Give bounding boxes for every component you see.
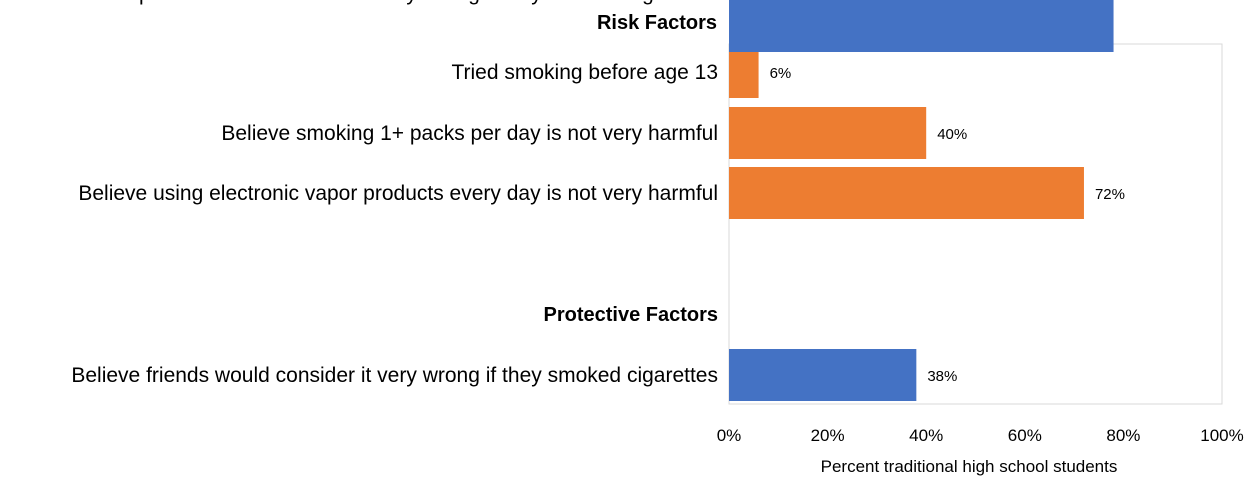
bar bbox=[729, 107, 927, 159]
bar bbox=[729, 0, 1114, 52]
x-tick-label: 40% bbox=[909, 426, 943, 445]
data-label: 78% bbox=[1125, 0, 1155, 4]
data-label: 40% bbox=[937, 126, 967, 143]
data-label: 38% bbox=[927, 368, 957, 385]
data-label: 6% bbox=[770, 65, 792, 82]
x-tick-label: 60% bbox=[1008, 426, 1042, 445]
x-tick-label: 20% bbox=[811, 426, 845, 445]
bar bbox=[729, 349, 917, 401]
x-tick-label: 0% bbox=[717, 426, 742, 445]
x-tick-label: 100% bbox=[1200, 426, 1243, 445]
bar bbox=[729, 167, 1084, 219]
category-label: Believe friends would consider it very w… bbox=[71, 364, 718, 387]
bar bbox=[729, 46, 759, 98]
category-label: Tried smoking before age 13 bbox=[451, 61, 718, 84]
category-label: Believe smoking 1+ packs per day is not … bbox=[221, 122, 718, 145]
section-title: Risk Factors bbox=[597, 12, 717, 34]
x-tick-label: 80% bbox=[1106, 426, 1140, 445]
data-label: 72% bbox=[1095, 186, 1125, 203]
section-title: Protective Factors bbox=[543, 304, 718, 326]
category-label: Believe using electronic vapor products … bbox=[78, 182, 718, 205]
category-label: Believe parents would consider it very w… bbox=[64, 0, 718, 5]
x-axis-title: Percent traditional high school students bbox=[821, 457, 1118, 476]
